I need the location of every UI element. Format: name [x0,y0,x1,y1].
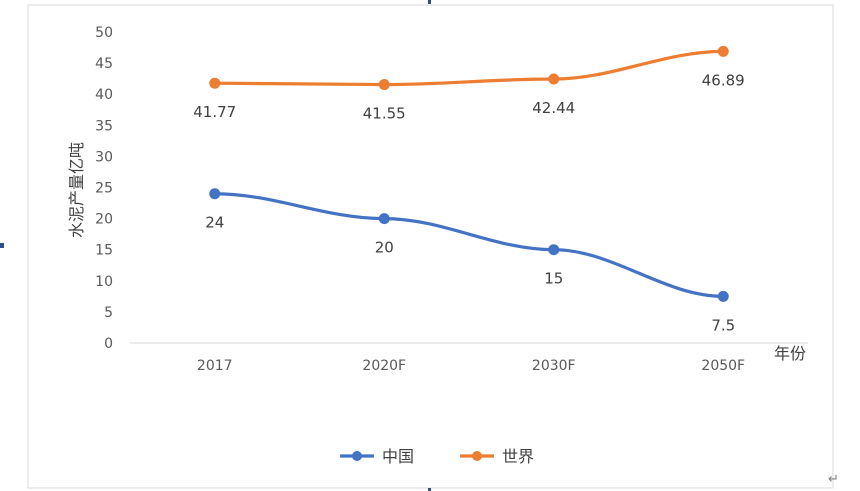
data-label: 7.5 [711,316,735,334]
series-lines [213,49,725,298]
chart-border [27,4,834,489]
data-point [378,213,390,225]
legend: 中国 世界 [340,447,534,466]
y-tick-label: 0 [104,336,113,352]
y-tick-label: 30 [95,149,113,165]
y-tick-label: 20 [95,212,113,228]
legend-marker [472,451,482,461]
edge-mark-bottom [428,488,431,491]
data-label: 46.89 [702,71,745,89]
data-point [378,79,390,91]
data-point [209,77,221,89]
y-tick-label: 45 [95,56,113,72]
series-line-1 [213,192,725,298]
legend-label: 中国 [382,447,414,466]
y-axis-ticks: 0 5 10 15 20 25 30 35 40 45 50 [95,25,113,352]
x-axis-title: 年份 [774,344,806,363]
data-point [548,73,560,85]
data-point [548,244,560,256]
x-tick-label: 2050F [701,358,745,374]
edge-mark-left [0,243,4,248]
edge-mark-top [428,0,431,4]
data-label: 24 [205,214,224,232]
x-tick-label: 2030F [532,358,576,374]
legend-label: 世界 [502,447,534,466]
paragraph-return-mark: ↵ [828,472,839,487]
legend-marker [352,451,362,461]
data-point [717,290,729,302]
data-label: 20 [375,239,394,257]
data-label: 41.77 [193,103,236,121]
series-line-2 [213,49,725,87]
y-tick-label: 40 [95,87,113,103]
y-axis-title: 水泥产量亿吨 [67,142,86,238]
y-tick-label: 15 [95,243,113,259]
data-label: 42.44 [532,99,575,117]
x-tick-label: 2017 [197,358,233,374]
x-axis-ticks: 2017 2020F 2030F 2050F [197,358,745,374]
data-point [209,188,221,200]
y-tick-label: 25 [95,181,113,197]
data-label: 41.55 [363,105,406,123]
data-labels: 24 20 15 7.5 41.77 41.55 42.44 46.89 [193,71,744,334]
y-tick-label: 10 [95,274,113,290]
y-tick-label: 5 [104,305,113,321]
data-point [717,45,729,57]
data-label: 15 [544,270,563,288]
y-tick-label: 35 [95,118,113,134]
y-tick-label: 50 [95,25,113,41]
series-points [209,45,729,302]
x-tick-label: 2020F [362,358,406,374]
